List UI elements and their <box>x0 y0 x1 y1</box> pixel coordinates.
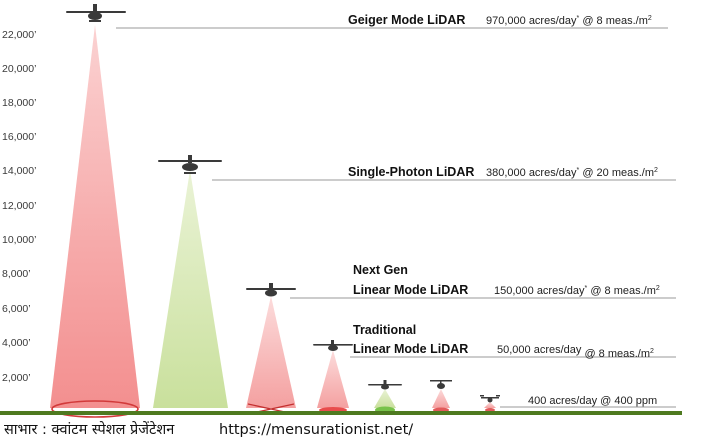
y-tick-14000: 14,000’ <box>2 165 36 177</box>
airplane-icon <box>66 4 126 22</box>
airplane-icon <box>158 155 222 174</box>
single-photon-beam <box>153 170 228 408</box>
credit-label: साभार : क्वांटम स्पेशल प्रेजेंटेशन <box>4 421 175 438</box>
traditional-linear-beam <box>317 350 349 408</box>
system-drone: 400 acres/day @ 400 ppm <box>528 395 657 407</box>
y-tick-20000: 20,000’ <box>2 63 36 75</box>
leader-lines <box>116 27 676 408</box>
y-tick-16000: 16,000’ <box>2 131 36 143</box>
airplane-icon <box>246 283 296 297</box>
system-name-line-1: Next Gen <box>353 263 408 277</box>
beams <box>50 25 496 408</box>
credit-url[interactable]: https://mensurationist.net/ <box>219 422 413 438</box>
drone-beam <box>484 402 496 408</box>
next-gen-linear-beam <box>246 296 296 408</box>
system-name: Single-Photon LiDAR <box>348 165 474 179</box>
system-name-line-2: Linear Mode LiDAR <box>353 342 468 356</box>
system-single-photon: Single-Photon LiDAR 380,000 acres/day* @… <box>348 165 658 179</box>
airplane-icon <box>313 340 353 351</box>
y-tick-18000: 18,000’ <box>2 97 36 109</box>
credit-line: साभार : क्वांटम स्पेशल प्रेजेंटेशन https… <box>4 421 413 438</box>
drone-icon <box>480 395 500 403</box>
system-name: Geiger Mode LiDAR <box>348 13 465 27</box>
aircraft <box>66 4 500 403</box>
helicopter-icon <box>430 380 452 389</box>
geiger-beam <box>50 25 140 408</box>
system-traditional-linear: Traditional Linear Mode LiDAR 50,000 acr… <box>353 323 654 360</box>
system-rate: 400 acres/day @ 400 ppm <box>528 395 657 407</box>
system-rate: 50,000 acres/day @ 8 meas./m2 <box>497 344 654 360</box>
system-name-line-2: Linear Mode LiDAR <box>353 283 468 297</box>
system-name-line-1: Traditional <box>353 323 416 337</box>
y-tick-4000: 4,000’ <box>2 337 31 349</box>
ground-line <box>0 411 682 415</box>
system-rate: 150,000 acres/day* @ 8 meas./m2 <box>494 285 660 297</box>
y-tick-12000: 12,000’ <box>2 200 36 212</box>
small-green-beam <box>374 389 396 408</box>
geiger-footprint <box>51 400 139 418</box>
system-next-gen-linear: Next Gen Linear Mode LiDAR 150,000 acres… <box>353 263 660 297</box>
system-rate: 380,000 acres/day* @ 20 meas./m2 <box>486 167 658 179</box>
system-geiger: Geiger Mode LiDAR 970,000 acres/day* @ 8… <box>348 13 652 27</box>
y-tick-10000: 10,000’ <box>2 234 36 246</box>
y-axis: 22,000’ 20,000’ 18,000’ 16,000’ 14,000’ … <box>2 29 36 384</box>
system-rate: 970,000 acres/day* @ 8 meas./m2 <box>486 15 652 27</box>
airplane-icon <box>368 380 402 390</box>
y-tick-2000: 2,000’ <box>2 372 31 384</box>
y-tick-6000: 6,000’ <box>2 303 31 315</box>
y-tick-22000: 22,000’ <box>2 29 36 41</box>
small-red-beam <box>432 389 450 408</box>
y-tick-8000: 8,000’ <box>2 268 31 280</box>
